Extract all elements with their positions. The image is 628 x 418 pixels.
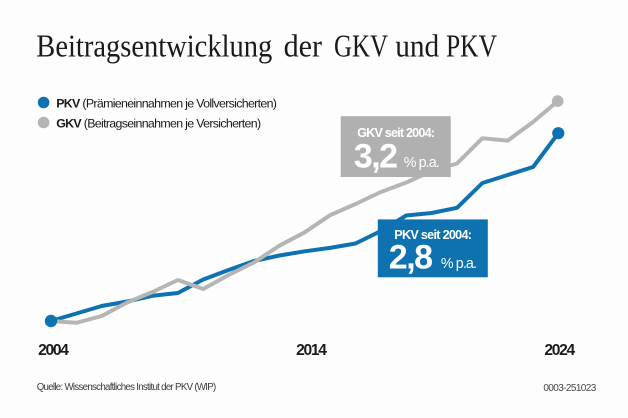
svg-text:% p.a.: % p.a. (404, 155, 439, 171)
svg-text:PKV (Prämieneinnahmen je Vollv: PKV (Prämieneinnahmen je Vollversicherte… (56, 96, 277, 110)
svg-text:GKV (Beitragseinnahmen je Vers: GKV (Beitragseinnahmen je Versicherten) (56, 116, 261, 130)
svg-text:2004: 2004 (38, 342, 69, 359)
svg-text:2024: 2024 (544, 342, 575, 359)
svg-text:Quelle: Wissenschaftliches Ins: Quelle: Wissenschaftliches Institut der … (37, 382, 216, 393)
svg-text:3,2: 3,2 (354, 137, 397, 175)
svg-text:% p.a.: % p.a. (441, 256, 476, 272)
svg-text:PKV seit 2004:: PKV seit 2004: (394, 228, 471, 242)
svg-text:GKV seit 2004:: GKV seit 2004: (357, 126, 434, 140)
svg-text:2014: 2014 (296, 342, 327, 359)
svg-text:0003-251023: 0003-251023 (543, 383, 596, 394)
svg-text:2,8: 2,8 (389, 239, 432, 277)
